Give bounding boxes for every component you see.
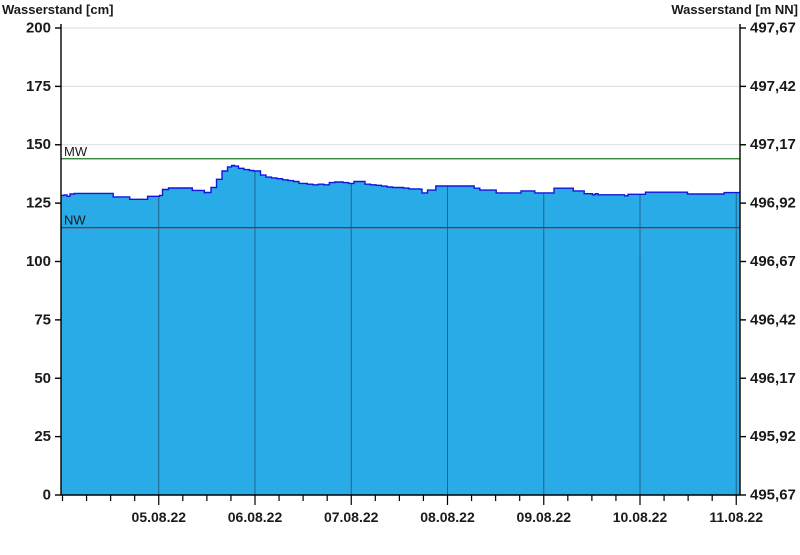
svg-text:0: 0 [43, 487, 51, 504]
svg-text:25: 25 [34, 428, 51, 445]
svg-text:07.08.22: 07.08.22 [324, 509, 379, 525]
svg-text:100: 100 [26, 253, 51, 270]
svg-text:496,67: 496,67 [750, 253, 796, 270]
svg-text:125: 125 [26, 195, 51, 212]
svg-text:MW: MW [64, 144, 88, 159]
svg-text:10.08.22: 10.08.22 [613, 509, 668, 525]
svg-text:495,67: 495,67 [750, 487, 796, 504]
svg-text:497,17: 497,17 [750, 136, 796, 153]
svg-text:09.08.22: 09.08.22 [517, 509, 572, 525]
svg-text:50: 50 [34, 370, 51, 387]
svg-text:NW: NW [64, 213, 86, 228]
svg-text:05.08.22: 05.08.22 [132, 509, 187, 525]
svg-text:200: 200 [26, 20, 51, 37]
svg-text:11.08.22: 11.08.22 [709, 509, 763, 525]
svg-text:495,92: 495,92 [750, 428, 796, 445]
svg-text:497,67: 497,67 [750, 20, 796, 37]
svg-text:496,42: 496,42 [750, 311, 796, 328]
svg-text:175: 175 [26, 78, 51, 95]
svg-text:497,42: 497,42 [750, 78, 796, 95]
svg-text:496,17: 496,17 [750, 370, 796, 387]
svg-text:496,92: 496,92 [750, 195, 796, 212]
svg-text:06.08.22: 06.08.22 [228, 509, 283, 525]
svg-text:75: 75 [34, 311, 51, 328]
svg-text:150: 150 [26, 136, 51, 153]
svg-text:08.08.22: 08.08.22 [420, 509, 475, 525]
